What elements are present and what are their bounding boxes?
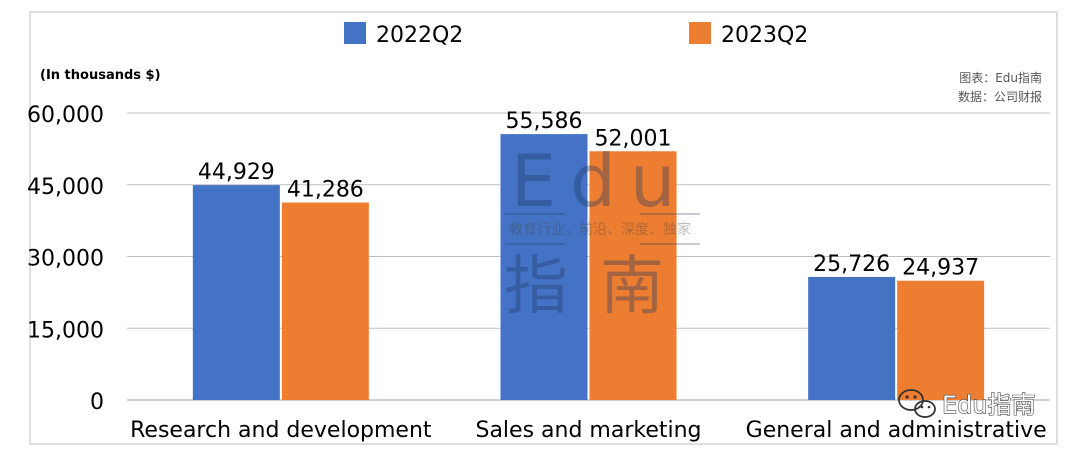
y-axis-ticks: 0 15,000 30,000 45,000 60,000 <box>27 103 104 415</box>
bar-value-label: 52,001 <box>595 126 672 151</box>
bar <box>808 276 896 400</box>
watermark-brand-cn: 指南 <box>504 250 696 324</box>
legend: 2022Q2 2023Q2 <box>344 22 808 48</box>
y-axis-unit-label: (In thousands $) <box>40 68 161 83</box>
x-tick-label: Research and development <box>130 418 432 443</box>
value-labels: 44,929 41,286 55,586 52,001 25,726 24,937 <box>198 109 979 281</box>
bar-value-label: 44,929 <box>198 160 275 185</box>
wechat-label: Edu指南 <box>942 391 1036 419</box>
legend-swatch-2022q2 <box>344 22 366 44</box>
bar <box>500 134 588 400</box>
legend-label-2022q2: 2022Q2 <box>376 23 463 48</box>
bar <box>192 185 280 400</box>
bar-value-label: 41,286 <box>287 178 364 203</box>
x-tick-label: General and administrative <box>746 418 1047 443</box>
bar-value-label: 55,586 <box>506 109 583 134</box>
bar <box>281 202 369 400</box>
source-note-chart: 图表：Edu指南 <box>959 70 1042 85</box>
gridlines <box>127 112 1050 401</box>
y-tick-label: 0 <box>90 390 104 415</box>
watermark: Edu 教育行业，前沿、深度、独家 指南 <box>504 139 700 324</box>
bar <box>589 151 677 400</box>
bars <box>192 134 985 400</box>
y-tick-label: 15,000 <box>27 318 104 343</box>
watermark-tagline: 教育行业，前沿、深度、独家 <box>509 221 691 238</box>
legend-label-2023q2: 2023Q2 <box>721 23 808 48</box>
source-note-data: 数据：公司财报 <box>958 89 1042 104</box>
x-axis-labels: Research and development Sales and market… <box>130 418 1047 443</box>
bar-value-label: 24,937 <box>902 256 979 281</box>
watermark-brand-en: Edu <box>511 139 690 223</box>
wechat-icon <box>898 389 936 418</box>
legend-swatch-2023q2 <box>689 22 711 44</box>
wechat-badge: Edu指南 <box>898 389 1036 420</box>
bar <box>897 280 985 400</box>
y-tick-label: 45,000 <box>27 175 104 200</box>
bar-value-label: 25,726 <box>813 252 890 277</box>
y-tick-label: 60,000 <box>27 103 104 128</box>
y-tick-label: 30,000 <box>27 247 104 272</box>
x-tick-label: Sales and marketing <box>475 418 701 443</box>
